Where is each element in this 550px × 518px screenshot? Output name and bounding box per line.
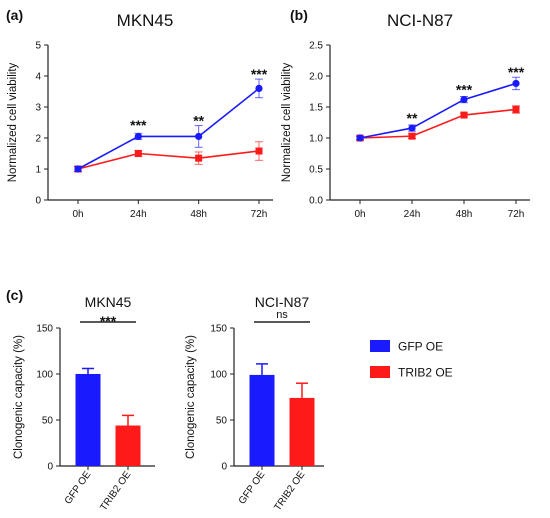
series-line [77,150,260,170]
significance-label: *** [100,313,117,329]
legend: GFP OE TRIB2 OE [370,340,453,380]
series-line [359,82,517,139]
y-tick-label: 3 [35,103,41,114]
data-point [74,165,82,173]
y-tick-label: 1.5 [309,103,323,114]
x-tick-label: 24h [404,209,421,220]
legend-swatch [370,366,390,378]
y-tick-label: 2 [35,134,41,145]
x-tick-label: 24h [130,209,147,220]
chart-title: MKN45 [117,11,174,30]
y-tick-label: 50 [216,416,228,427]
x-tick-label: TRIB2 OE [98,469,133,513]
y-axis-label: Clonogenic capacity (%) [185,335,197,459]
data-point [356,134,364,142]
data-point [460,111,468,119]
y-tick-label: 2.0 [309,72,323,83]
bar [249,374,275,466]
significance-label: *** [456,81,473,97]
data-point [195,154,203,162]
y-tick-label: 5 [35,41,41,52]
data-point [255,147,263,155]
chart-title: MKN45 [85,294,132,310]
panel-label-b: (b) [290,7,308,23]
legend-swatch [370,340,390,352]
y-tick-label: 0 [35,196,41,207]
x-tick-label: 0h [354,209,365,220]
data-point [408,132,416,140]
data-point [255,84,263,92]
bar [289,397,315,466]
x-tick-label: GFP OE [63,469,94,506]
significance-label: ** [193,112,204,128]
significance-label: *** [130,117,147,133]
x-tick-label: GFP OE [237,469,268,506]
y-tick-label: 150 [210,324,227,335]
data-point [134,150,142,157]
bar [115,425,141,466]
panel-label-a: (a) [6,7,23,23]
y-tick-label: 1 [35,165,41,176]
y-tick-label: 0 [47,462,53,473]
data-point [512,105,520,113]
significance-label: *** [251,66,268,82]
y-tick-label: 1.0 [309,134,323,145]
y-tick-label: 150 [36,324,53,335]
line-chart-mkn45: MKN45 0 1 2 3 4 5 0h 24h 48h 72h Normalized cell vi… [7,11,273,220]
bar [75,374,101,466]
bar-chart-nci-n87: NCI-N87 0 50 100 150 Clonogenic capacity (%) G… [185,294,324,513]
chart-title: NCI-N87 [387,11,453,30]
y-axis-label: Normalized cell viability [281,62,293,182]
x-tick-label: 48h [456,209,473,220]
y-axis-label: Clonogenic capacity (%) [13,335,25,459]
x-tick-label: TRIB2 OE [272,469,307,513]
x-tick-label: 48h [190,209,207,220]
y-tick-label: 0 [221,462,227,473]
data-point [195,132,203,141]
panel-label-c: (c) [6,287,23,303]
y-axis-label: Normalized cell viability [7,62,19,182]
chart-title: NCI-N87 [255,294,310,310]
x-tick-label: 72h [251,209,268,220]
data-point [460,95,468,104]
data-point [512,79,520,88]
significance-label: ** [407,110,418,126]
y-tick-label: 0.5 [309,165,323,176]
y-tick-label: 0.0 [309,196,323,207]
significance-label: ns [276,309,288,321]
x-tick-label: 72h [508,209,525,220]
legend-label: GFP OE [398,340,443,354]
y-tick-label: 100 [210,370,227,381]
data-point [408,124,416,132]
y-tick-label: 2.5 [309,41,323,52]
y-tick-label: 4 [35,72,41,83]
legend-label: TRIB2 OE [398,366,453,380]
y-tick-label: 50 [42,416,54,427]
series-line [359,108,517,139]
significance-label: *** [508,64,525,80]
line-chart-nci-n87: NCI-N87 0.0 0.5 1.0 1.5 2.0 2.5 0h 24h 48h 72h Norm… [281,11,530,220]
bar-chart-mkn45: MKN45 0 50 100 150 Clonogenic capacity (%) GFP… [13,294,155,513]
series-line [77,87,260,170]
data-point [134,132,142,141]
x-tick-label: 0h [72,209,83,220]
y-tick-label: 100 [36,370,53,381]
